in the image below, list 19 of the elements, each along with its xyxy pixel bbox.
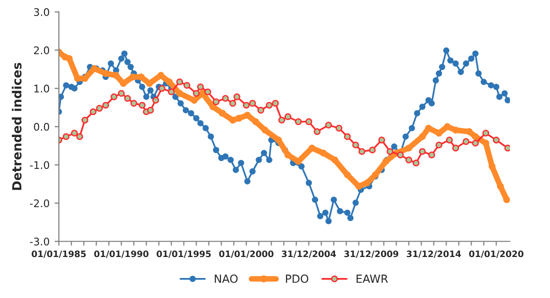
legend-label: NAO [214, 274, 238, 283]
legend-label: EAWR [356, 274, 388, 283]
x-tick-label: 31/12/2009 [344, 250, 398, 258]
x-tick-label: 31/12/2014 [406, 250, 461, 258]
x-tick-label: 01/01/1990 [94, 250, 148, 258]
x-tick-label: 01/01/1985 [32, 250, 86, 258]
y-tick-label: -2.0 [30, 199, 50, 208]
y-tick-label: 0.0 [34, 122, 50, 131]
x-tick-label: 01/01/2020 [469, 250, 524, 258]
x-tick-label: 01/01/2000 [219, 250, 274, 258]
x-tick-label: 31/12/2004 [282, 250, 336, 258]
y-tick-label: -1.0 [30, 161, 50, 169]
legend-label: PDO [286, 274, 308, 283]
y-tick-label: 3.0 [34, 8, 50, 16]
y-tick-label: -3.0 [30, 238, 50, 246]
y-tick-label: 2.0 [34, 46, 50, 54]
y-tick-label: 1.0 [34, 84, 50, 93]
y-axis-title: Detrended indices [12, 62, 22, 190]
x-tick-label: 01/01/1995 [156, 250, 211, 258]
